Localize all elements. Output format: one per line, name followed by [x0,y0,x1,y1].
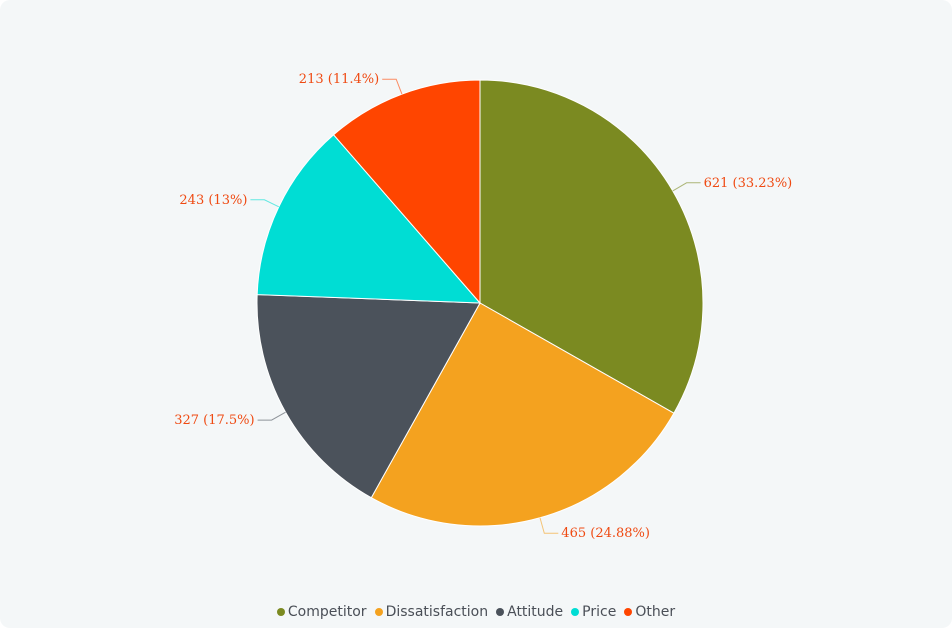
legend-item-other[interactable]: Other [624,604,675,620]
legend: Competitor Dissatisfaction Attitude Pric… [0,604,952,620]
pie-slice-other[interactable] [332,79,481,305]
legend-marker-price [571,608,580,616]
pie-slice-dissatisfaction[interactable] [370,302,675,527]
legend-label-dissatisfaction: Dissatisfaction [385,604,489,620]
legend-item-dissatisfaction[interactable]: Dissatisfaction [374,604,489,620]
leader-line-price [250,199,280,208]
data-label-other: 213 (11.4%) [299,72,379,87]
legend-label-price: Price [582,604,617,620]
label-leader-lines [250,78,701,534]
legend-label-attitude: Attitude [507,604,564,620]
legend-label-other: Other [635,604,676,620]
data-label-attitude: 327 (17.5%) [174,413,254,428]
leader-line-competitor [672,182,701,192]
data-label-price: 243 (13%) [179,193,247,208]
leader-line-other [382,78,403,95]
legend-item-attitude[interactable]: Attitude [496,604,563,620]
legend-marker-attitude [496,608,505,616]
legend-marker-other [624,608,633,616]
legend-marker-competitor [276,608,285,616]
legend-marker-dissatisfaction [374,608,383,616]
leader-line-dissatisfaction [539,517,559,534]
pie-slices [256,79,704,527]
legend-item-price[interactable]: Price [571,604,616,620]
pie-slice-price[interactable] [256,134,482,304]
data-label-dissatisfaction: 465 (24.88%) [561,526,650,541]
legend-label-competitor: Competitor [287,604,367,620]
data-labels: 621 (33.23%) 465 (24.88%) 327 (17.5%) 243 (… [174,72,792,541]
leader-line-attitude [257,411,286,421]
pie-chart: 621 (33.23%) 465 (24.88%) 327 (17.5%) 243 (… [174,72,792,541]
legend-item-competitor[interactable]: Competitor [276,604,367,620]
data-label-competitor: 621 (33.23%) [704,176,793,191]
